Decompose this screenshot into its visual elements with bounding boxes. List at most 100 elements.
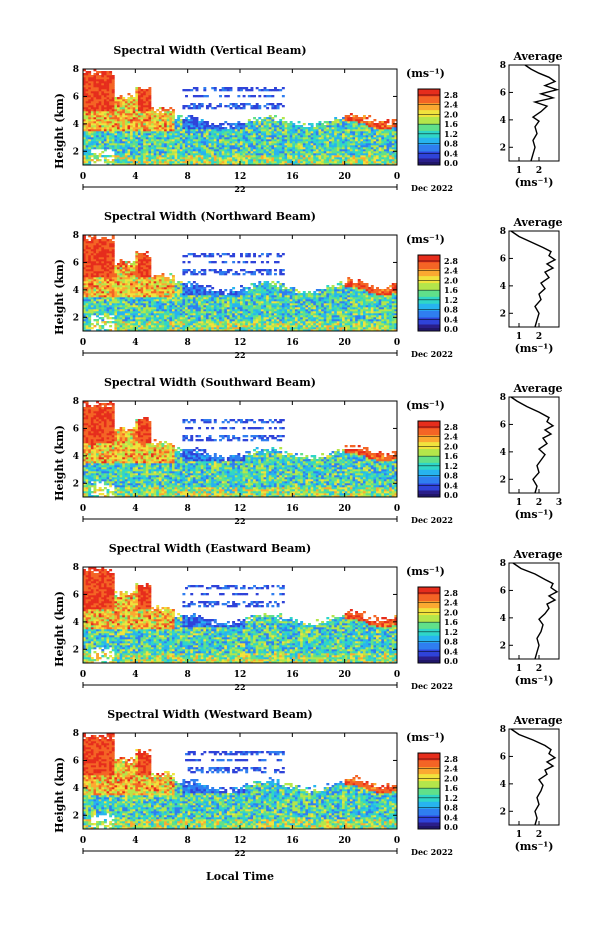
- heatmap-cell: [143, 325, 147, 328]
- heatmap-cell: [90, 261, 94, 264]
- heatmap-cell: [362, 125, 366, 128]
- heatmap-cell: [109, 241, 113, 244]
- heatmap-cell: [185, 123, 188, 126]
- heatmap-cell: [376, 145, 379, 148]
- heatmap-cell: [266, 117, 270, 120]
- heatmap-cell: [357, 123, 361, 126]
- heatmap-cell: [109, 259, 113, 262]
- heatmap-cell: [117, 295, 120, 298]
- heatmap-cell: [274, 135, 277, 138]
- heatmap-cell: [292, 151, 296, 154]
- heatmap-cell: [111, 295, 115, 298]
- heatmap-cell: [232, 149, 236, 152]
- heatmap-cell: [177, 133, 181, 136]
- heatmap-cell: [376, 139, 379, 142]
- heatmap-cell: [114, 157, 118, 160]
- heatmap-cell: [96, 89, 99, 92]
- heatmap-cell: [349, 113, 353, 116]
- heatmap-cell: [106, 133, 110, 136]
- heatmap-cell: [145, 309, 149, 312]
- heatmap-cell: [140, 255, 144, 258]
- heatmap-cell: [88, 267, 92, 270]
- heatmap-cell: [153, 155, 157, 158]
- heatmap-cell: [328, 129, 332, 132]
- heatmap-cell: [266, 145, 270, 148]
- heatmap-cell: [106, 127, 110, 130]
- heatmap-cell: [323, 129, 327, 132]
- heatmap-cell: [378, 151, 382, 154]
- heatmap-cell: [88, 111, 92, 114]
- heatmap-cell: [185, 315, 188, 318]
- heatmap-cell: [151, 277, 154, 280]
- heatmap-cell: [355, 161, 359, 164]
- heatmap-cell: [148, 149, 152, 152]
- heatmap-cell: [357, 137, 361, 140]
- heatmap-cell: [205, 321, 209, 324]
- heatmap-cell: [96, 75, 99, 78]
- heatmap-cell: [240, 135, 243, 138]
- heatmap-cell: [145, 307, 149, 310]
- heatmap-cell: [268, 131, 272, 134]
- heatmap-cell: [336, 125, 340, 128]
- heatmap-cell: [334, 141, 338, 144]
- colorbar-tick-label: 0.8: [444, 139, 458, 149]
- heatmap-cell: [370, 159, 374, 162]
- heatmap-cell: [153, 129, 157, 132]
- heatmap-cell: [88, 241, 92, 244]
- heatmap-cell: [205, 127, 209, 130]
- heatmap-cell: [342, 159, 345, 162]
- heatmap-cell: [378, 127, 382, 130]
- heatmap-cell: [124, 327, 128, 330]
- heatmap-cell: [145, 281, 149, 284]
- heatmap-cell: [247, 133, 251, 136]
- heatmap-cell: [122, 323, 126, 326]
- heatmap-cell: [103, 107, 107, 110]
- heatmap-cell: [88, 317, 92, 320]
- heatmap-cell: [169, 301, 173, 304]
- heatmap-cell: [177, 295, 181, 298]
- heatmap-cell: [90, 91, 94, 94]
- heatmap-cell: [148, 125, 152, 128]
- heatmap-cell: [156, 329, 160, 332]
- heatmap-cell: [85, 319, 89, 322]
- heatmap-cell: [289, 159, 293, 162]
- heatmap-cell: [93, 241, 97, 244]
- heatmap-cell: [98, 313, 102, 316]
- heatmap-cell: [300, 131, 304, 134]
- heatmap-cell: [130, 275, 134, 278]
- heatmap-cell: [106, 159, 110, 162]
- heatmap-cell: [119, 99, 123, 102]
- heatmap-cell: [135, 127, 139, 130]
- heatmap-cell: [383, 133, 387, 136]
- heatmap-cell: [179, 153, 183, 156]
- heatmap-cell: [352, 145, 356, 148]
- heatmap-cell: [336, 137, 340, 140]
- heatmap-cell: [198, 147, 202, 150]
- heatmap-cell: [132, 315, 136, 318]
- heatmap-cell: [318, 137, 322, 140]
- heatmap-cell: [83, 257, 86, 260]
- heatmap-cell: [300, 159, 304, 162]
- heatmap-cell: [169, 147, 173, 150]
- heatmap-cell: [376, 151, 379, 154]
- heatmap-cell: [153, 301, 157, 304]
- heatmap-cell: [192, 107, 196, 110]
- heatmap-cell: [106, 287, 110, 290]
- heatmap-cell: [347, 157, 351, 160]
- heatmap-cell: [219, 161, 222, 164]
- heatmap-cell: [156, 115, 160, 118]
- heatmap-cell: [166, 159, 170, 162]
- heatmap-cell: [103, 129, 107, 132]
- heatmap-cell: [260, 119, 264, 122]
- heatmap-cell: [205, 299, 209, 302]
- heatmap-cell: [190, 303, 194, 306]
- heatmap-cell: [171, 129, 175, 132]
- heatmap-cell: [315, 163, 319, 166]
- heatmap-cell: [185, 129, 188, 132]
- heatmap-cell: [158, 147, 162, 150]
- heatmap-cell: [274, 105, 277, 108]
- heatmap-cell: [216, 159, 220, 162]
- heatmap-cell: [93, 79, 97, 82]
- heatmap-cell: [284, 149, 288, 152]
- heatmap-cell: [266, 161, 270, 164]
